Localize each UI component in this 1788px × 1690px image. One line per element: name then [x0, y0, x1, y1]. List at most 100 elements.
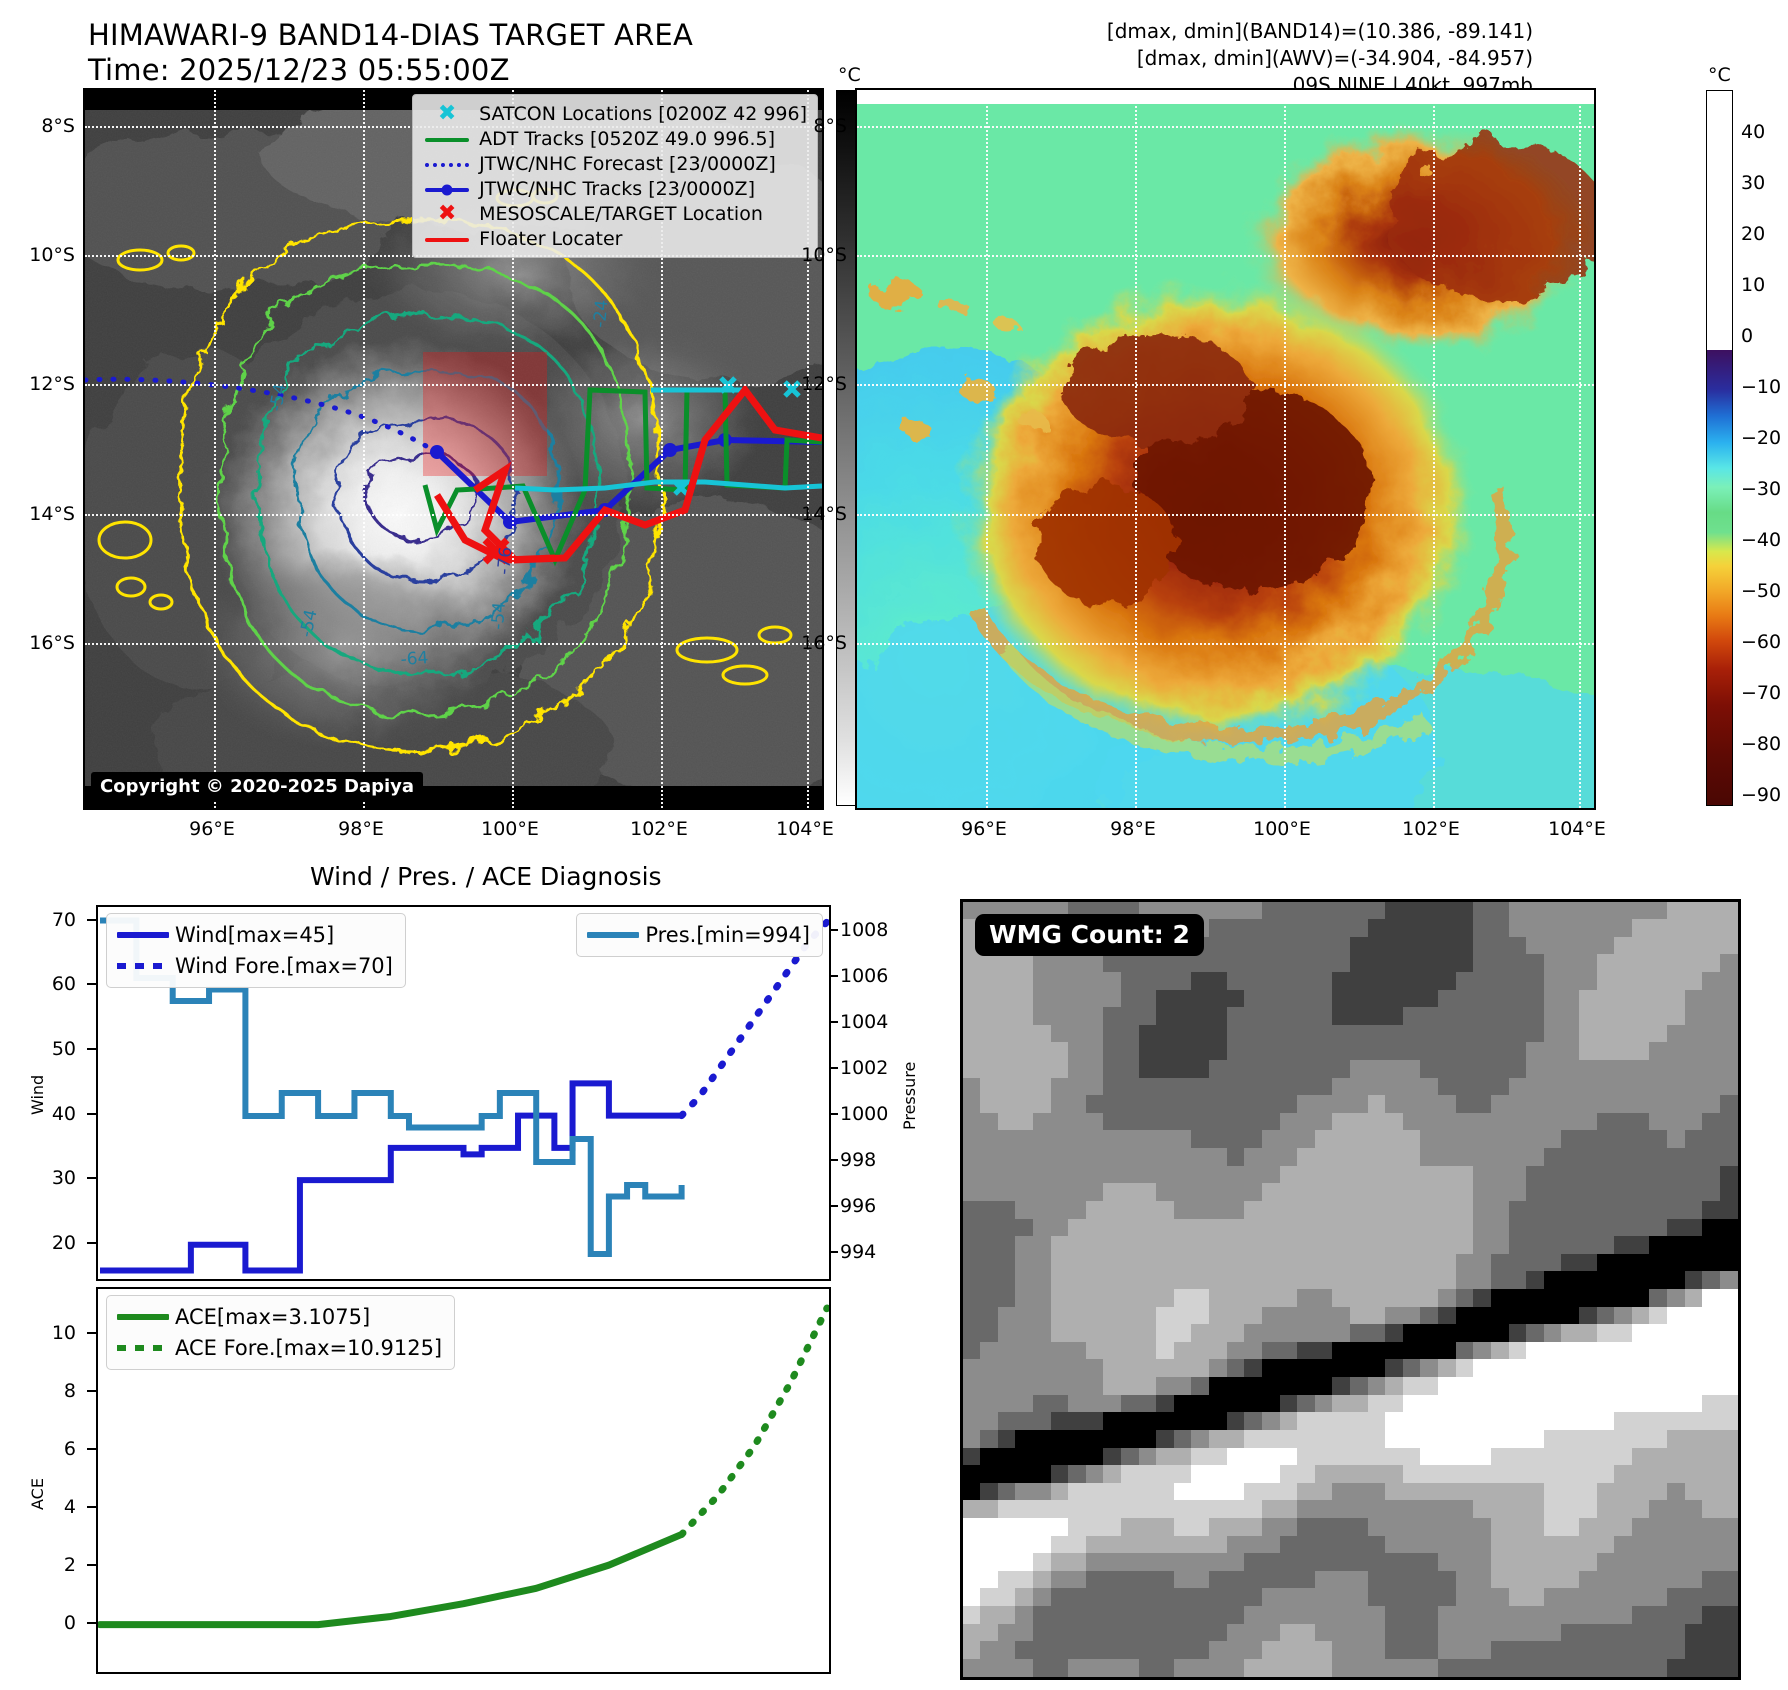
legend-label: ADT Tracks [0520Z 49.0 996.5]: [479, 127, 775, 150]
wind-tickmark: [87, 983, 96, 986]
ace-tickmark: [87, 1331, 96, 1334]
awv-cb-tick: 10: [1741, 274, 1766, 296]
legend-label: JTWC/NHC Tracks [23/0000Z]: [479, 177, 755, 200]
satcon-x-icon: ✖: [437, 100, 457, 126]
ir-grid-line: [85, 643, 822, 645]
ir-xtick: 100°E: [481, 818, 539, 840]
ir-legend: ✖ SATCON Locations [0200Z 42 996] ADT Tr…: [412, 94, 818, 258]
ir-xtick: 104°E: [776, 818, 834, 840]
svg-text:-54: -54: [488, 601, 510, 630]
pressure-axis-label: Pressure: [900, 1061, 919, 1130]
ace-tickmark: [87, 1505, 96, 1508]
awv-grid-line: [1433, 90, 1435, 808]
page-subtitle-time: Time: 2025/12/23 05:55:00Z: [88, 53, 510, 87]
legend-label: ACE[max=3.1075]: [175, 1304, 371, 1329]
wind-tickmark: [87, 1177, 96, 1180]
ir-grid-line: [807, 90, 809, 808]
awv-cb-tick: −60: [1741, 631, 1782, 653]
awv-xtick: 98°E: [1110, 818, 1156, 840]
wind-tickmark: [87, 1048, 96, 1051]
floater-line-icon: [421, 228, 473, 250]
awv-xtick: 104°E: [1548, 818, 1606, 840]
legend-label: MESOSCALE/TARGET Location: [479, 202, 763, 225]
pressure-tickmark: [829, 1067, 838, 1069]
svg-text:-24: -24: [590, 299, 612, 328]
awv-ytick: 10°S: [801, 244, 847, 266]
awv-grid-line: [857, 384, 1594, 386]
wind-pressure-chart[interactable]: Wind[max=45] Wind Fore.[max=70] Pres.[mi…: [96, 905, 831, 1281]
pressure-ytick: 1004: [840, 1011, 889, 1033]
series-presmin: [100, 917, 685, 1257]
awv-grid-line: [1284, 90, 1286, 808]
page-title: HIMAWARI-9 BAND14-DIAS TARGET AREA: [88, 18, 693, 52]
svg-text:-76: -76: [494, 546, 516, 575]
pressure-tickmark: [829, 1251, 838, 1253]
legend-item-adt: ADT Tracks [0520Z 49.0 996.5]: [421, 126, 807, 151]
ace-tickmark: [87, 1621, 96, 1624]
awv-image: [857, 90, 1594, 808]
pressure-tickmark: [829, 1205, 838, 1207]
wind-tickmark: [87, 1112, 96, 1115]
ace-plot: [98, 1304, 829, 1629]
pressure-ytick: 994: [840, 1241, 877, 1263]
ir-grid-line: [85, 384, 822, 386]
awv-cb-tick: −70: [1741, 682, 1782, 704]
legend-label: Wind[max=45]: [175, 922, 335, 947]
legend-label: JTWC/NHC Forecast [23/0000Z]: [479, 152, 776, 175]
ace-line-icon: [115, 1307, 171, 1327]
forecast-dotted-icon: [421, 153, 473, 175]
ace-ytick: 2: [63, 1553, 76, 1576]
diagnosis-title: Wind / Pres. / ACE Diagnosis: [310, 862, 662, 891]
pressure-ytick: 1002: [840, 1057, 889, 1079]
wind-forecast-dotted-icon: [115, 956, 171, 976]
pressure-tickmark: [829, 929, 838, 931]
awv-ytick: 14°S: [801, 503, 847, 525]
ir-xtick: 96°E: [189, 818, 235, 840]
ace-tickmark: [87, 1563, 96, 1566]
ir-satellite-map[interactable]: -54 -54 -64 -54 -24 -76 ✖ SA: [83, 88, 824, 810]
pressure-tickmark: [829, 975, 838, 977]
legend-label: ACE Fore.[max=10.9125]: [175, 1335, 443, 1360]
legend-label: Pres.[min=994]: [645, 922, 810, 947]
ir-xtick: 102°E: [630, 818, 688, 840]
copyright-notice: Copyright © 2020-2025 Dapiya: [91, 772, 424, 802]
track-line-dot-icon: [421, 178, 473, 200]
legend-item-pressure: Pres.[min=994]: [585, 919, 810, 950]
awv-xtick: 102°E: [1402, 818, 1460, 840]
ace-tickmark: [87, 1447, 96, 1450]
pressure-tickmark: [829, 1159, 838, 1161]
awv-grid-line: [1579, 90, 1581, 808]
wind-ytick: 70: [51, 908, 76, 931]
legend-item-wind: Wind[max=45]: [115, 919, 393, 950]
awv-cb-tick: 0: [1741, 325, 1754, 347]
awv-cb-tick: −80: [1741, 733, 1782, 755]
wind-line-icon: [115, 925, 171, 945]
ace-ytick: 8: [63, 1379, 76, 1402]
awv-grid-line: [857, 126, 1594, 128]
pressure-ytick: 1008: [840, 919, 889, 941]
ace-ytick: 4: [63, 1495, 76, 1518]
pressure-ytick: 996: [840, 1195, 877, 1217]
wmg-mask-panel[interactable]: WMG Count: 2: [960, 899, 1741, 1680]
pressure-ytick: 998: [840, 1149, 877, 1171]
floater-locater: [473, 384, 822, 564]
series-windmax: [100, 1080, 682, 1274]
ir-grid-line: [363, 90, 365, 808]
awv-ytick: 8°S: [813, 115, 847, 137]
wind-ytick: 30: [51, 1167, 76, 1190]
series-aceforemax: [678, 1304, 829, 1538]
ace-forecast-dotted-icon: [115, 1338, 171, 1358]
ace-chart[interactable]: ACE[max=3.1075] ACE Fore.[max=10.9125]: [96, 1287, 831, 1674]
wind-tickmark: [87, 1241, 96, 1244]
wind-ytick: 60: [51, 973, 76, 996]
header-dmax-band14: [dmax, dmin](BAND14)=(10.386, -89.141): [1106, 19, 1533, 43]
awv-satellite-map[interactable]: [855, 88, 1596, 810]
svg-text:-54: -54: [266, 382, 291, 413]
pressure-line-icon: [585, 925, 641, 945]
jtwc-track: [434, 436, 822, 526]
awv-xtick: 96°E: [961, 818, 1007, 840]
legend-item-mesoscale: ✖ MESOSCALE/TARGET Location: [421, 201, 807, 226]
pressure-tickmark: [829, 1113, 838, 1115]
ace-ytick: 10: [51, 1321, 76, 1344]
